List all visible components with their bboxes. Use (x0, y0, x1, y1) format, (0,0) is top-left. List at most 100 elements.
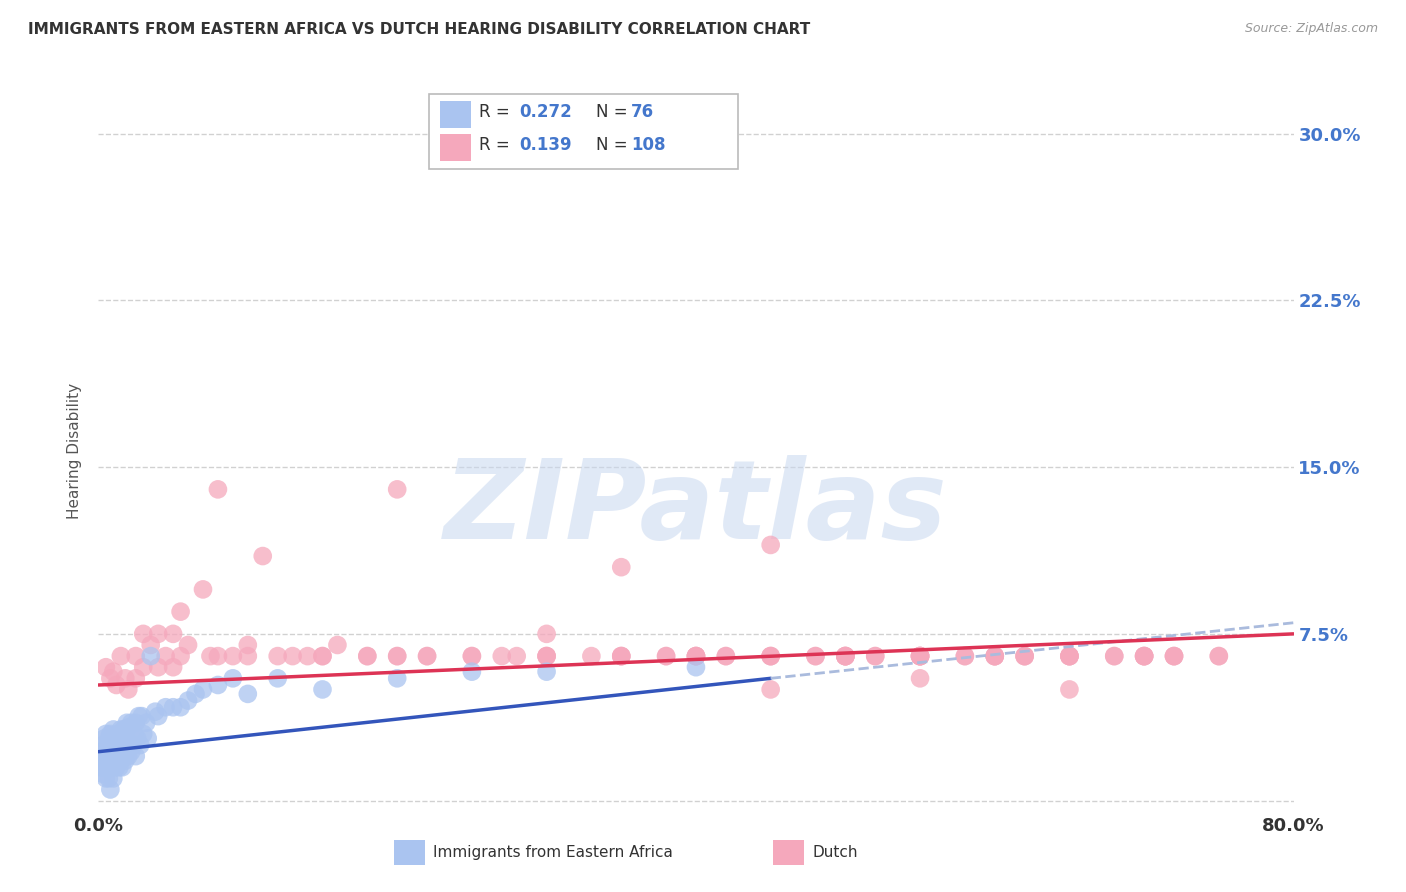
Text: 108: 108 (631, 136, 666, 153)
Point (114, 671, 136, 685)
Point (714, 649, 737, 664)
Point (120, 745, 142, 759)
Point (112, 723, 135, 737)
Point (356, 649, 378, 664)
Point (191, 582, 214, 597)
Point (98, 782, 122, 797)
Point (103, 772, 125, 786)
Point (685, 660, 707, 674)
Point (1059, 649, 1081, 664)
Point (207, 678, 229, 692)
Point (148, 627, 170, 641)
Point (610, 560, 633, 574)
Text: Source: ZipAtlas.com: Source: ZipAtlas.com (1244, 22, 1378, 36)
Point (177, 638, 200, 652)
Point (114, 727, 136, 741)
Text: N =: N = (596, 136, 633, 153)
Text: Dutch: Dutch (813, 846, 858, 860)
Point (536, 665, 558, 679)
Point (759, 538, 782, 552)
Point (148, 709, 170, 723)
Point (804, 649, 827, 664)
Point (759, 649, 782, 664)
Point (385, 649, 409, 664)
Point (162, 700, 184, 714)
Point (200, 649, 222, 664)
Point (207, 483, 229, 497)
Point (1014, 649, 1036, 664)
Point (908, 649, 931, 664)
Point (804, 649, 827, 664)
Point (385, 671, 409, 685)
Point (834, 649, 856, 664)
Point (155, 649, 177, 664)
Point (311, 682, 333, 697)
Point (1059, 649, 1081, 664)
Point (834, 649, 856, 664)
Point (655, 649, 678, 664)
Point (105, 738, 128, 752)
Point (685, 649, 707, 664)
Y-axis label: Hearing Disability: Hearing Disability (67, 383, 83, 518)
Point (110, 723, 132, 737)
Point (105, 678, 128, 692)
Point (91, 738, 114, 752)
Point (107, 754, 129, 768)
Point (491, 649, 513, 664)
Point (177, 693, 200, 707)
Point (115, 745, 138, 759)
Point (610, 649, 633, 664)
Point (267, 671, 290, 685)
Point (94, 660, 117, 674)
Point (97, 754, 120, 768)
Point (127, 731, 149, 746)
Point (908, 649, 931, 664)
Point (1133, 649, 1156, 664)
Point (97, 772, 120, 786)
Point (984, 649, 1007, 664)
Point (91, 767, 114, 781)
Point (1104, 649, 1126, 664)
Point (89, 760, 111, 774)
Point (1133, 649, 1156, 664)
Point (536, 649, 558, 664)
Point (114, 754, 136, 768)
Point (236, 649, 259, 664)
Point (93, 731, 115, 746)
Text: ZIPatlas: ZIPatlas (444, 455, 948, 562)
Point (143, 705, 166, 719)
Point (685, 649, 707, 664)
Point (236, 638, 259, 652)
Point (461, 137, 484, 152)
Text: 0.272: 0.272 (519, 103, 572, 120)
Point (115, 715, 138, 730)
Point (536, 649, 558, 664)
Point (155, 700, 177, 714)
Point (104, 754, 127, 768)
Point (416, 649, 439, 664)
Point (908, 649, 931, 664)
Point (984, 649, 1007, 664)
Text: 76: 76 (631, 103, 654, 120)
Point (139, 649, 162, 664)
Point (91, 749, 114, 764)
Point (139, 638, 162, 652)
Point (103, 723, 125, 737)
Point (104, 731, 127, 746)
Point (908, 649, 931, 664)
Point (128, 709, 150, 723)
Point (1133, 649, 1156, 664)
Point (136, 731, 159, 746)
Point (94, 772, 117, 786)
Point (536, 649, 558, 664)
Text: IMMIGRANTS FROM EASTERN AFRICA VS DUTCH HEARING DISABILITY CORRELATION CHART: IMMIGRANTS FROM EASTERN AFRICA VS DUTCH … (28, 22, 810, 37)
Text: N =: N = (596, 103, 633, 120)
Point (94, 727, 117, 741)
Point (132, 660, 155, 674)
Point (131, 709, 153, 723)
Point (222, 649, 245, 664)
Point (93, 760, 115, 774)
Point (714, 649, 737, 664)
Point (222, 671, 245, 685)
Point (1163, 649, 1185, 664)
